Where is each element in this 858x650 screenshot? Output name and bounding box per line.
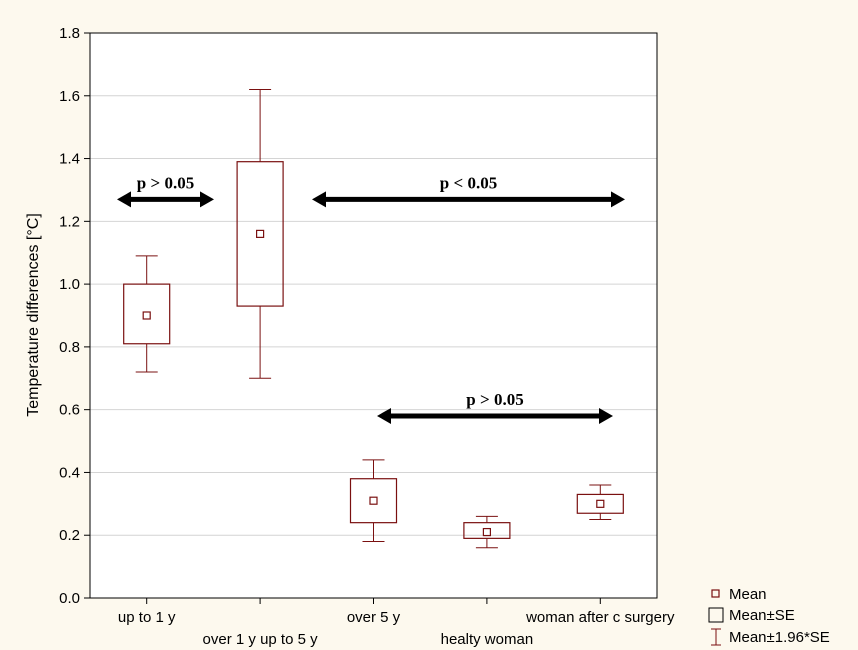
x-tick-label: woman after c surgery xyxy=(525,609,675,626)
mean-marker xyxy=(142,311,151,320)
legend-item-ci: Mean±1.96*SE xyxy=(711,628,830,646)
se-box xyxy=(576,493,624,514)
y-tick-label: 1.0 xyxy=(59,276,80,293)
legend-item-mean: Mean xyxy=(711,586,767,603)
y-tick-label: 0.2 xyxy=(59,527,80,544)
legend-label: Mean±1.96*SE xyxy=(729,629,830,646)
y-tick-label: 1.6 xyxy=(59,88,80,105)
x-tick-label: over 1 y up to 5 y xyxy=(203,631,319,648)
x-tick-label: over 5 y xyxy=(347,609,401,626)
significance-annotations: p > 0.05 p < 0.05 p > 0.05 xyxy=(117,173,625,424)
y-axis-label: Temperature differences [°C] xyxy=(25,213,42,417)
box-group xyxy=(236,89,284,379)
y-tick-label: 0.4 xyxy=(59,464,80,481)
arrow-head-left xyxy=(117,191,131,208)
se-box xyxy=(349,478,398,524)
box-series xyxy=(123,89,624,549)
p-value-label: p > 0.05 xyxy=(466,390,523,409)
y-tick-label: 1.2 xyxy=(59,213,80,230)
mean-marker xyxy=(596,499,605,508)
box-group xyxy=(349,459,398,542)
arrow-head-right xyxy=(599,407,613,424)
se-box xyxy=(463,522,511,539)
grid-lines xyxy=(90,95,657,536)
arrow-head-left xyxy=(312,191,326,208)
mean-marker xyxy=(482,527,491,537)
x-tick-label: healty woman xyxy=(441,631,534,648)
legend-box-symbol xyxy=(708,607,724,623)
arrow-head-right xyxy=(611,191,625,208)
arrow-head-left xyxy=(377,407,391,424)
y-tick-label: 1.4 xyxy=(59,151,80,168)
box-group xyxy=(463,515,511,549)
y-tick-label: 0.8 xyxy=(59,339,80,356)
y-axis: 0.0 0.2 0.4 0.6 0.8 1.0 1.2 1.4 1.6 1.8 xyxy=(59,25,90,607)
x-tick-label: up to 1 y xyxy=(118,609,176,626)
y-tick-label: 0.0 xyxy=(59,590,80,607)
significance-arrow: p > 0.05 xyxy=(377,390,613,424)
significance-arrow: p > 0.05 xyxy=(117,173,214,208)
legend-label: Mean xyxy=(729,586,767,603)
box-group xyxy=(576,484,624,521)
p-value-label: p < 0.05 xyxy=(440,173,497,192)
p-value-label: p > 0.05 xyxy=(137,173,194,192)
legend-mean-symbol xyxy=(711,589,720,598)
arrow-head-right xyxy=(200,191,214,208)
box-group xyxy=(123,255,171,373)
mean-marker xyxy=(369,496,378,505)
legend-label: Mean±SE xyxy=(729,607,795,624)
legend: Mean Mean±SE Mean±1.96*SE xyxy=(708,586,830,646)
y-tick-label: 0.6 xyxy=(59,402,80,419)
plot-area xyxy=(90,33,657,598)
x-axis: up to 1 y over 1 y up to 5 y over 5 y healt… xyxy=(118,598,675,648)
legend-item-se: Mean±SE xyxy=(708,607,795,624)
y-tick-label: 1.8 xyxy=(59,25,80,42)
mean-marker xyxy=(256,229,265,238)
se-box xyxy=(123,283,171,345)
se-box xyxy=(236,161,284,307)
significance-arrow: p < 0.05 xyxy=(312,173,625,208)
